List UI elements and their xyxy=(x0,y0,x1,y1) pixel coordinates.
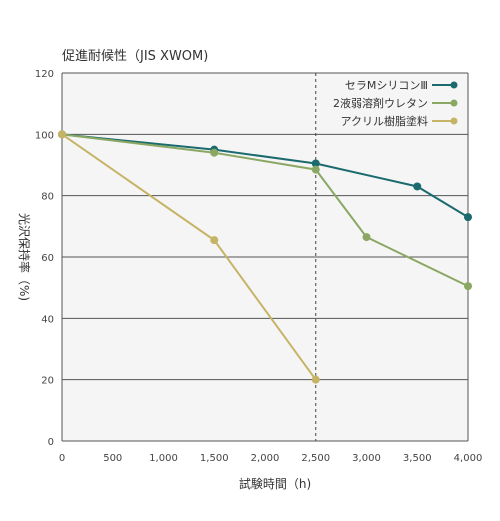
x-tick-label: 2,000 xyxy=(251,453,280,464)
legend-item-2: 2液弱溶剤ウレタン xyxy=(333,96,458,110)
data-point xyxy=(58,130,66,139)
x-tick-label: 3,500 xyxy=(403,453,432,464)
chart-title: 促進耐候性（JIS XWOM) xyxy=(62,49,208,64)
y-tick-label: 120 xyxy=(35,69,54,80)
x-tick-label: 4,000 xyxy=(454,453,483,464)
y-tick-label: 100 xyxy=(35,130,54,141)
legend-label: アクリル樹脂塗料 xyxy=(341,114,428,128)
y-tick-label: 40 xyxy=(41,314,54,325)
x-tick-label: 500 xyxy=(103,453,122,464)
legend-swatch-marker xyxy=(450,81,458,89)
series-group xyxy=(58,130,472,384)
legend-swatch-marker xyxy=(450,117,458,125)
legend-item-1: セラMシリコンⅢ xyxy=(345,79,458,92)
data-point xyxy=(210,148,219,157)
y-tick-label: 60 xyxy=(41,253,54,264)
x-axis-label: 試験時間（h) xyxy=(239,476,311,491)
data-point xyxy=(311,159,320,168)
legend-label: セラMシリコンⅢ xyxy=(345,79,428,92)
series-3 xyxy=(58,130,320,384)
x-tick-label: 0 xyxy=(59,453,65,464)
legend-item-3: アクリル樹脂塗料 xyxy=(341,114,458,128)
y-axis-label: 光沢保持率（%) xyxy=(17,213,32,301)
x-tick-label: 3,000 xyxy=(352,453,381,464)
x-tick-label: 1,500 xyxy=(200,453,229,464)
data-point xyxy=(311,165,320,174)
data-point xyxy=(362,233,371,242)
legend-label: 2液弱溶剤ウレタン xyxy=(333,96,428,110)
data-point xyxy=(464,213,472,222)
y-tick-label: 80 xyxy=(41,192,54,203)
x-tick-label: 1,000 xyxy=(149,453,178,464)
y-tick-label: 0 xyxy=(48,437,54,448)
data-point xyxy=(413,182,422,191)
y-axis-ticks: 0 20 40 60 80 100 120 xyxy=(35,69,54,448)
data-point xyxy=(464,282,472,291)
legend-swatch-marker xyxy=(450,99,458,107)
y-tick-label: 20 xyxy=(41,376,54,387)
x-axis-ticks: 0 500 1,000 1,500 2,000 2,500 3,000 3,500 4,000 xyxy=(59,453,483,464)
data-point xyxy=(311,375,320,384)
x-tick-label: 2,500 xyxy=(301,453,330,464)
data-point xyxy=(210,236,219,245)
